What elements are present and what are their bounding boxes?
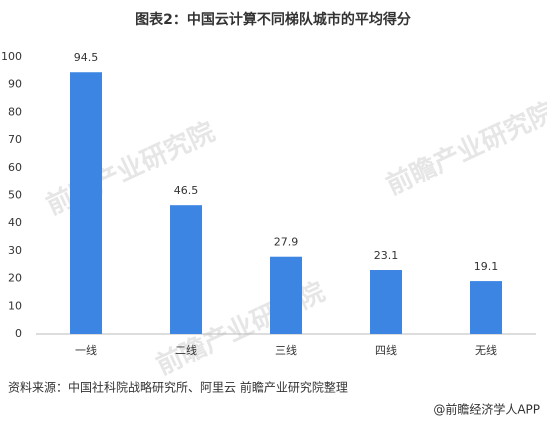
bar — [70, 72, 102, 335]
chart-title: 图表2：中国云计算不同梯队城市的平均得分 — [135, 11, 411, 28]
y-tick-label: 40 — [8, 216, 22, 229]
watermark: 前瞻产业研究院 — [381, 96, 547, 201]
y-tick-label: 70 — [8, 133, 22, 146]
y-tick-label: 100 — [1, 50, 22, 63]
y-tick-label: 80 — [8, 105, 22, 118]
value-label: 46.5 — [174, 184, 199, 197]
x-tick-label: 二线 — [175, 343, 197, 357]
value-label: 19.1 — [474, 260, 499, 273]
y-tick-label: 30 — [8, 244, 22, 257]
y-tick-label: 90 — [8, 78, 22, 91]
value-label: 23.1 — [374, 249, 399, 262]
bar — [370, 270, 402, 334]
value-label: 27.9 — [274, 236, 299, 249]
y-tick-label: 20 — [8, 272, 22, 285]
x-tick-label: 三线 — [275, 343, 297, 357]
footer: @前瞻经济学人APP — [433, 402, 540, 417]
y-tick-label: 60 — [8, 161, 22, 174]
y-tick-label: 10 — [8, 299, 22, 312]
x-tick-label: 四线 — [375, 343, 397, 357]
y-tick-label: 0 — [15, 327, 22, 340]
bar — [470, 281, 502, 334]
y-tick-label: 50 — [8, 189, 22, 202]
source-note: 资料来源：中国社科院战略研究所、阿里云 前瞻产业研究院整理 — [8, 380, 348, 395]
x-tick-label: 无线 — [475, 343, 497, 357]
bar — [170, 205, 202, 334]
bar — [270, 256, 302, 334]
value-label: 94.5 — [74, 51, 99, 64]
x-tick-label: 一线 — [75, 343, 97, 357]
